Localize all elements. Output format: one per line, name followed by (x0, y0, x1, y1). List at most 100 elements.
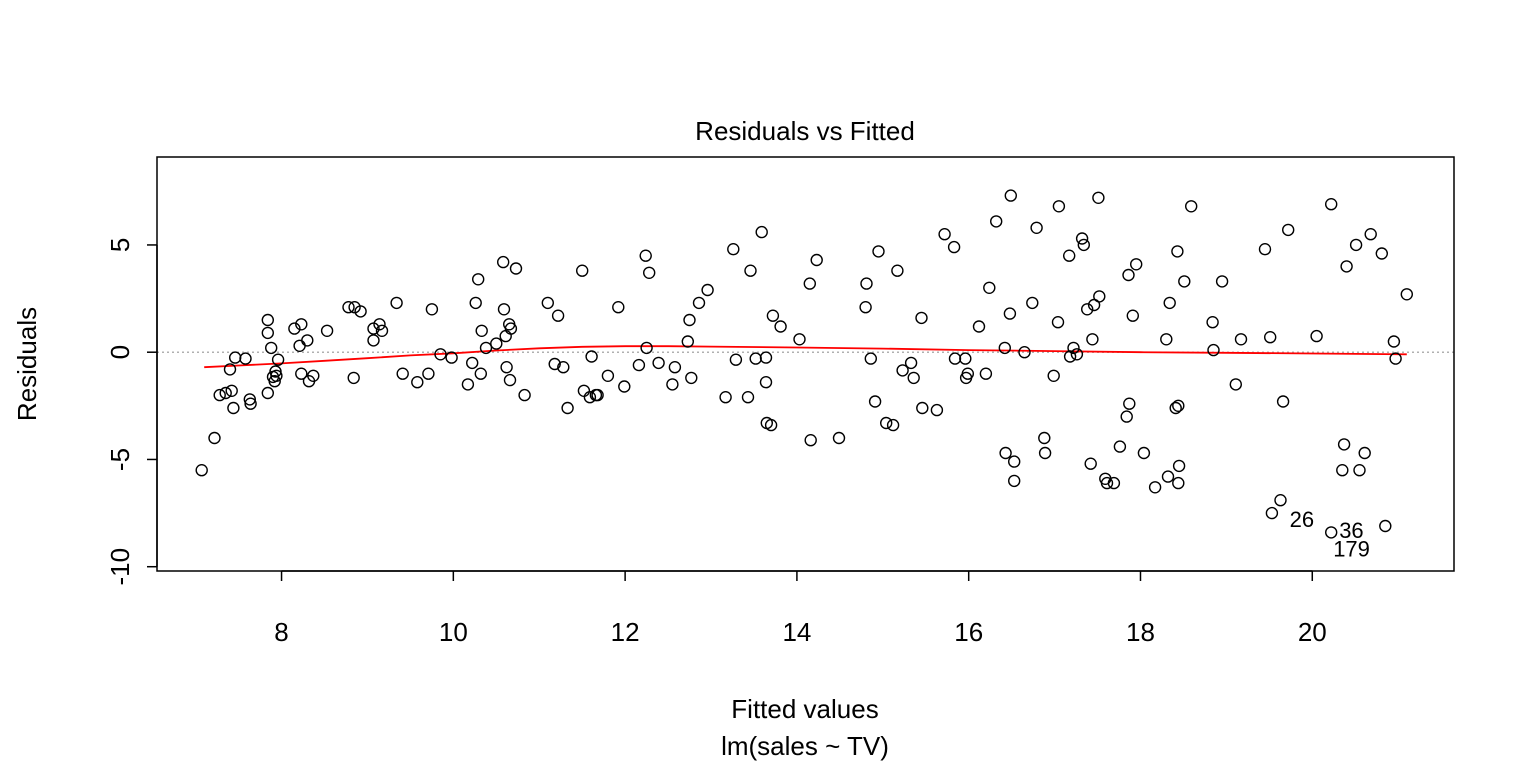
data-point (295, 318, 308, 331)
data-point (1163, 296, 1176, 310)
data-point (1281, 223, 1295, 237)
data-point (271, 353, 285, 366)
data-point (759, 376, 773, 389)
data-point (1340, 260, 1353, 273)
data-point (1274, 494, 1287, 507)
data-point (239, 352, 252, 365)
data-point (692, 296, 706, 310)
data-point (681, 335, 694, 348)
data-point (1063, 350, 1077, 363)
data-point (396, 367, 409, 380)
data-point (755, 225, 768, 239)
data-point (1349, 238, 1363, 252)
data-point (1148, 481, 1162, 494)
data-point (244, 397, 257, 410)
chart-title: Residuals vs Fitted (695, 116, 915, 146)
data-point (1100, 476, 1114, 490)
data-point (1258, 242, 1272, 256)
data-point (1337, 438, 1351, 451)
data-point (475, 324, 488, 337)
data-point (1107, 476, 1121, 490)
data-point (227, 401, 240, 415)
data-point (998, 341, 1011, 355)
data-point (347, 371, 360, 385)
data-point (1120, 410, 1133, 423)
data-point (1052, 200, 1066, 213)
data-point (1234, 333, 1248, 346)
data-point (1004, 189, 1017, 202)
data-point (1276, 395, 1290, 408)
data-point (804, 434, 817, 447)
data-point (509, 262, 523, 275)
data-point (548, 357, 561, 371)
data-point (1030, 221, 1043, 235)
data-point (375, 324, 389, 337)
data-point (208, 431, 221, 445)
data-point (390, 296, 403, 310)
data-point (1008, 474, 1021, 488)
data-point (1229, 378, 1243, 391)
data-point (1171, 245, 1184, 258)
data-point (972, 320, 986, 333)
data-point (729, 353, 743, 366)
data-point (434, 348, 447, 361)
x-tick-label: 12 (611, 617, 640, 647)
data-point (243, 393, 257, 406)
data-point (1215, 275, 1229, 288)
data-point (1172, 399, 1185, 412)
data-point (832, 431, 846, 445)
data-point (541, 296, 554, 310)
point-label: 26 (1290, 507, 1314, 532)
x-tick-label: 14 (782, 617, 811, 647)
data-point (639, 249, 652, 262)
data-point (880, 416, 893, 430)
y-tick-label: -10 (105, 548, 135, 586)
data-point (947, 240, 961, 254)
data-point (1353, 464, 1366, 477)
data-point (961, 367, 974, 380)
data-point (904, 356, 918, 370)
data-point (990, 215, 1003, 228)
data-point (269, 365, 282, 378)
data-point (591, 388, 604, 402)
data-point (1310, 329, 1323, 343)
data-point (195, 464, 208, 477)
data-point (774, 320, 787, 333)
data-point (585, 350, 598, 363)
data-point (948, 352, 962, 365)
data-point (1129, 258, 1143, 271)
data-point (759, 351, 773, 364)
data-point (1324, 197, 1338, 211)
data-point (618, 380, 631, 393)
data-point (1169, 401, 1182, 415)
data-point (612, 301, 625, 314)
points-layer (195, 189, 1414, 539)
data-point (1047, 369, 1060, 382)
data-point (1080, 303, 1094, 316)
data-point (744, 264, 757, 277)
data-point (354, 305, 367, 318)
data-point (886, 418, 900, 432)
data-point (225, 384, 238, 397)
data-point (557, 361, 570, 374)
data-point (261, 386, 274, 400)
data-point (916, 401, 929, 415)
point-label: 179 (1333, 537, 1370, 562)
data-point (668, 361, 682, 374)
data-point (915, 311, 928, 325)
data-point (270, 369, 283, 382)
data-point (422, 367, 435, 380)
data-point (301, 334, 314, 347)
data-point (896, 364, 909, 377)
data-point (1172, 476, 1185, 490)
data-point (320, 324, 334, 337)
data-point (1122, 268, 1135, 282)
data-point (295, 367, 308, 380)
data-point (219, 386, 232, 400)
data-point (666, 378, 679, 391)
data-point (907, 371, 920, 385)
data-point (504, 322, 518, 335)
data-point (741, 391, 755, 404)
data-point (1008, 455, 1021, 468)
